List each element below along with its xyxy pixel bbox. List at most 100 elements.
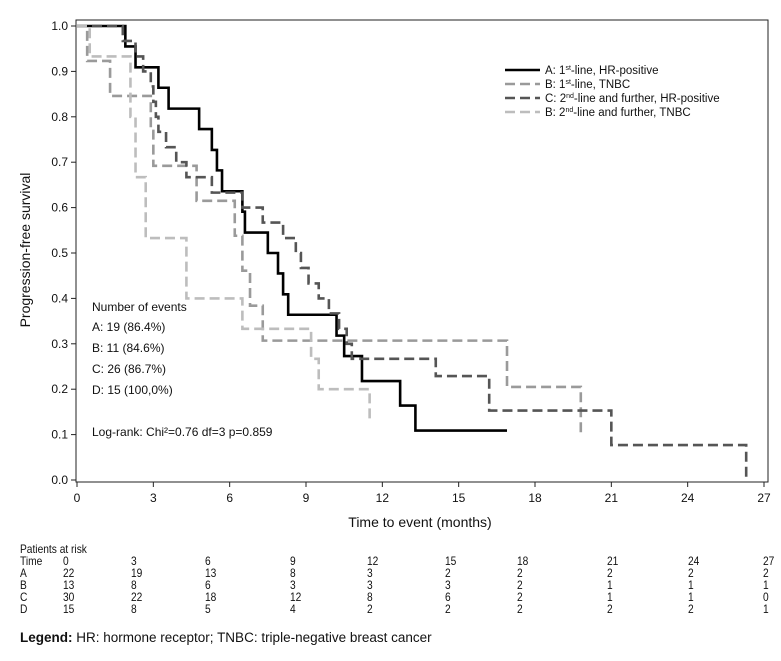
risk-row-label: D: [20, 602, 28, 616]
x-tick-label: 3: [150, 491, 157, 505]
legend-label: C: 2nd-line and further, HR-positive: [545, 93, 720, 105]
risk-row-label: C: [20, 590, 28, 604]
y-axis-label: Progression-free survival: [17, 173, 33, 328]
risk-cell: 1: [607, 578, 613, 592]
risk-cell: 8: [131, 602, 137, 616]
y-tick-label: 0.2: [51, 382, 68, 396]
risk-cell: 2: [517, 602, 523, 616]
risk-time: 3: [131, 554, 137, 568]
x-axis: 0 3 6 9 12 15 18 21 24 27: [74, 482, 771, 505]
footnote-text: HR: hormone receptor; TNBC: triple-negat…: [72, 630, 432, 645]
risk-cell: 5: [205, 602, 211, 616]
y-tick-label: 0.9: [51, 64, 68, 78]
risk-cell: 2: [688, 602, 694, 616]
risk-cell: 2: [517, 566, 523, 580]
risk-time: 12: [367, 554, 379, 568]
x-tick-label: 24: [681, 491, 695, 505]
risk-cell: 4: [290, 602, 296, 616]
risk-cell: 1: [607, 590, 613, 604]
risk-cell: 2: [445, 566, 451, 580]
legend: A: 1st-line, HR-positive B: 1st-line, TNB…: [505, 65, 720, 119]
risk-cell: 22: [131, 590, 143, 604]
risk-table-title: Patients at risk: [20, 542, 87, 556]
legend-label: B: 1st-line, TNBC: [545, 79, 630, 91]
risk-row-label: A: [20, 566, 27, 580]
risk-time: 27: [763, 554, 775, 568]
y-tick-label: 0.5: [51, 246, 68, 260]
km-curve-2: [77, 24, 748, 480]
risk-time: 21: [607, 554, 619, 568]
risk-cell: 8: [290, 566, 296, 580]
y-tick-label: 0.4: [51, 291, 68, 305]
risk-time: 24: [688, 554, 700, 568]
x-axis-label: Time to event (months): [348, 514, 491, 530]
risk-cell: 30: [63, 590, 75, 604]
risk-cell: 2: [367, 602, 373, 616]
x-tick-label: 27: [757, 491, 771, 505]
risk-cell: 1: [688, 590, 694, 604]
y-tick-label: 0.0: [51, 473, 68, 487]
x-tick-label: 15: [452, 491, 466, 505]
events-title: Number of events: [92, 300, 187, 314]
risk-cell: 2: [688, 566, 694, 580]
risk-cell: 12: [290, 590, 302, 604]
y-tick-label: 0.3: [51, 337, 68, 351]
risk-cell: 8: [131, 578, 137, 592]
logrank-text: Log-rank: Chi²=0.76 df=3 p=0.859: [92, 425, 273, 439]
km-curve-3: [77, 24, 371, 420]
risk-cell: 15: [63, 602, 75, 616]
y-tick-label: 0.1: [51, 428, 68, 442]
km-curve-1: [77, 24, 583, 434]
y-tick-label: 0.8: [51, 110, 68, 124]
x-tick-label: 21: [605, 491, 619, 505]
risk-header-label: Time: [20, 554, 43, 568]
y-tick-label: 0.7: [51, 155, 68, 169]
risk-time: 0: [63, 554, 69, 568]
events-d: D: 15 (100,0%): [92, 383, 173, 397]
legend-label: A: 1st-line, HR-positive: [545, 65, 658, 77]
x-tick-label: 6: [226, 491, 233, 505]
x-tick-label: 9: [303, 491, 310, 505]
risk-cell: 1: [763, 602, 769, 616]
risk-cell: 2: [517, 590, 523, 604]
risk-time: 15: [445, 554, 457, 568]
footnote: Legend: HR: hormone receptor; TNBC: trip…: [20, 630, 432, 645]
risk-cell: 2: [445, 602, 451, 616]
x-tick-label: 0: [74, 491, 81, 505]
risk-cell: 3: [367, 578, 373, 592]
risk-cell: 18: [205, 590, 217, 604]
y-tick-label: 0.6: [51, 201, 68, 215]
risk-row-label: B: [20, 578, 27, 592]
risk-cell: 2: [763, 566, 769, 580]
events-a: A: 19 (86.4%): [92, 320, 165, 334]
risk-cell: 19: [131, 566, 143, 580]
risk-cell: 13: [63, 578, 75, 592]
risk-cell: 2: [517, 578, 523, 592]
risk-cell: 6: [445, 590, 451, 604]
x-tick-label: 18: [528, 491, 542, 505]
risk-cell: 2: [607, 566, 613, 580]
legend-label: B: 2nd-line and further, TNBC: [545, 107, 691, 119]
y-axis: 0.0 0.1 0.2 0.3 0.4 0.5 0.6 0.7 0.8 0.9 1.0: [51, 19, 76, 487]
risk-cell: 1: [763, 578, 769, 592]
risk-time: 9: [290, 554, 296, 568]
plot-frame: [75, 19, 769, 483]
risk-cell: 13: [205, 566, 217, 580]
events-b: B: 11 (84.6%): [92, 341, 164, 355]
risk-cell: 3: [290, 578, 296, 592]
risk-cell: 2: [607, 602, 613, 616]
y-tick-label: 1.0: [51, 19, 68, 33]
risk-cell: 3: [367, 566, 373, 580]
risk-cell: 8: [367, 590, 373, 604]
risk-time: 6: [205, 554, 211, 568]
risk-cell: 6: [205, 578, 211, 592]
x-tick-label: 12: [376, 491, 390, 505]
footnote-bold: Legend:: [20, 630, 73, 645]
risk-cell: 0: [763, 590, 769, 604]
risk-cell: 22: [63, 566, 75, 580]
risk-cell: 3: [445, 578, 451, 592]
survival-curves: [77, 24, 748, 480]
risk-time: 18: [517, 554, 529, 568]
